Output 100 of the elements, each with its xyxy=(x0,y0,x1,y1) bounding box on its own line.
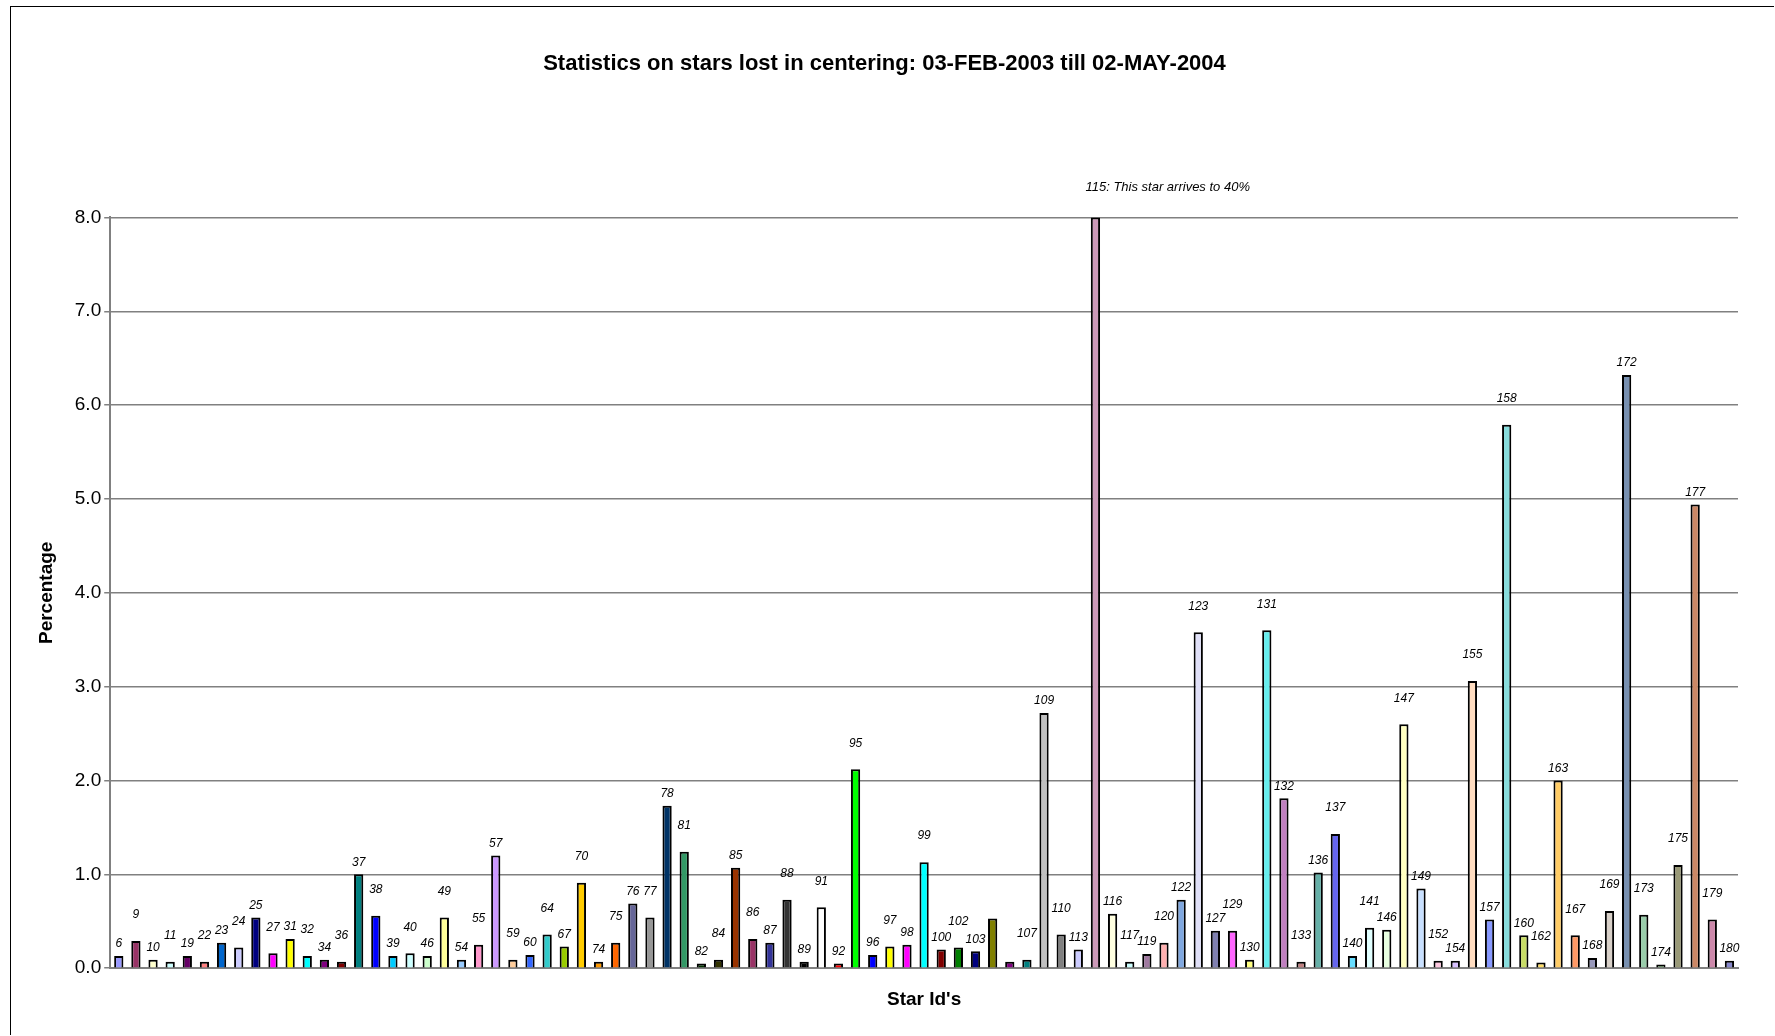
x-tick-label: 136 xyxy=(1308,852,1329,867)
x-tick-label: 23 xyxy=(213,923,229,938)
x-tick-label: 31 xyxy=(283,919,297,934)
x-tick-label: 152 xyxy=(1428,927,1449,942)
x-tick-label: 88 xyxy=(780,866,795,881)
y-axis-title: Percentage xyxy=(34,541,56,645)
x-tick-label: 98 xyxy=(900,925,914,940)
y-tick-label: 0.0 xyxy=(74,956,102,978)
x-tick-label: 122 xyxy=(1171,880,1192,895)
x-tick-label: 36 xyxy=(334,927,349,942)
x-tick-label: 82 xyxy=(694,943,709,958)
x-tick-label: 160 xyxy=(1513,915,1535,930)
chart-title: Statistics on stars lost in centering: 03-FEB-2003 till 02-MAY-2004 xyxy=(543,50,1227,76)
x-tick-label: 11 xyxy=(163,927,177,942)
x-tick-label: 97 xyxy=(883,912,898,927)
x-tick-label: 40 xyxy=(403,919,418,934)
x-tick-label: 32 xyxy=(300,922,315,937)
x-tick-label: 131 xyxy=(1256,596,1277,611)
x-tick-label: 92 xyxy=(831,943,846,958)
x-tick-label: 116 xyxy=(1103,894,1123,909)
x-tick-label: 6 xyxy=(115,936,123,951)
x-tick-label: 107 xyxy=(1016,926,1039,941)
x-tick-label: 157 xyxy=(1479,899,1501,914)
y-tick-label: 4.0 xyxy=(74,581,102,603)
y-tick-label: 6.0 xyxy=(74,393,102,415)
x-tick-label: 179 xyxy=(1702,885,1723,900)
x-tick-label: 39 xyxy=(386,936,400,951)
x-tick-label: 49 xyxy=(437,883,452,898)
x-tick-label: 175 xyxy=(1668,831,1689,846)
x-tick-label: 133 xyxy=(1291,927,1312,942)
x-tick-label: 141 xyxy=(1359,894,1380,909)
x-tick-label: 70 xyxy=(574,849,589,864)
x-tick-label: 149 xyxy=(1410,868,1432,883)
x-tick-label: 120 xyxy=(1153,909,1175,924)
x-tick-label: 127 xyxy=(1205,911,1227,925)
x-tick-label: 85 xyxy=(728,848,743,863)
y-tick-label: 1.0 xyxy=(74,862,102,884)
x-tick-label: 55 xyxy=(471,911,486,926)
y-tick-label: 3.0 xyxy=(74,674,102,696)
x-tick-label: 129 xyxy=(1222,897,1243,911)
x-tick-label: 9 xyxy=(132,907,140,922)
x-tick-label: 67 xyxy=(557,926,573,941)
text: 115: This star arrives to 40% xyxy=(1085,178,1250,194)
y-tick-label: 7.0 xyxy=(74,299,102,321)
x-tick-label: 167 xyxy=(1565,901,1587,916)
x-tick-label: 86 xyxy=(746,905,760,920)
x-tick-label: 34 xyxy=(317,940,332,955)
x-tick-label: 54 xyxy=(454,940,469,955)
x-tick-label: 147 xyxy=(1393,690,1416,705)
x-tick-label: 102 xyxy=(948,913,969,928)
x-tick-label: 130 xyxy=(1239,940,1260,955)
x-tick-label: 140 xyxy=(1342,936,1363,951)
x-tick-label: 91 xyxy=(814,873,828,888)
x-tick-label: 158 xyxy=(1496,391,1518,406)
x-tick-label: 169 xyxy=(1599,877,1620,892)
x-tick-label: 37 xyxy=(351,854,367,869)
x-tick-label: 10 xyxy=(146,940,161,955)
x-tick-label: 22 xyxy=(196,927,212,942)
x-tick-label: 60 xyxy=(523,935,537,950)
x-tick-label: 75 xyxy=(609,909,623,924)
x-tick-label: 180 xyxy=(1719,941,1740,956)
x-tick-label: 96 xyxy=(866,935,880,950)
x-tick-label: 154 xyxy=(1445,941,1466,956)
x-tick-label: 113 xyxy=(1068,929,1089,944)
x-tick-label: 24 xyxy=(231,913,246,928)
y-tick-label: 5.0 xyxy=(74,487,102,509)
x-tick-label: 84 xyxy=(711,926,726,941)
x-tick-label: 89 xyxy=(797,941,812,956)
x-tick-label: 57 xyxy=(489,835,504,850)
x-tick-label: 99 xyxy=(917,828,932,843)
y-tick-label: 8.0 xyxy=(74,205,102,227)
x-tick-label: 146 xyxy=(1376,910,1398,925)
x-axis-title: Star Id's xyxy=(887,987,962,1009)
x-tick-label: 162 xyxy=(1530,928,1552,943)
x-tick-label: 174 xyxy=(1650,944,1672,959)
x-tick-label: 172 xyxy=(1616,355,1637,370)
x-tick-label: 27 xyxy=(265,919,281,934)
x-tick-label: 25 xyxy=(248,897,263,912)
x-tick-label: 46 xyxy=(420,936,435,951)
x-tick-label: 19 xyxy=(180,936,195,951)
x-tick-label: 173 xyxy=(1633,881,1655,896)
x-tick-label: 38 xyxy=(369,881,383,896)
x-tick-label: 95 xyxy=(848,735,863,750)
x-tick-label: 155 xyxy=(1462,647,1483,662)
x-tick-label: 132 xyxy=(1273,778,1295,793)
x-tick-label: 163 xyxy=(1548,760,1569,775)
x-tick-label: 103 xyxy=(965,931,986,946)
x-tick-label: 177 xyxy=(1685,484,1707,499)
x-tick-label: 74 xyxy=(591,941,606,956)
x-tick-label: 110 xyxy=(1051,900,1072,915)
y-tick-label: 2.0 xyxy=(74,768,102,790)
x-tick-label: 137 xyxy=(1325,800,1347,815)
x-tick-label: 123 xyxy=(1188,598,1209,613)
x-tick-label: 87 xyxy=(763,923,778,938)
x-tick-label: 100 xyxy=(931,929,952,944)
x-tick-label: 77 xyxy=(643,883,658,898)
x-tick-label: 78 xyxy=(660,786,675,801)
x-tick-label: 76 xyxy=(626,883,640,898)
x-tick-label: 81 xyxy=(677,818,691,833)
x-tick-label: 64 xyxy=(540,900,555,915)
